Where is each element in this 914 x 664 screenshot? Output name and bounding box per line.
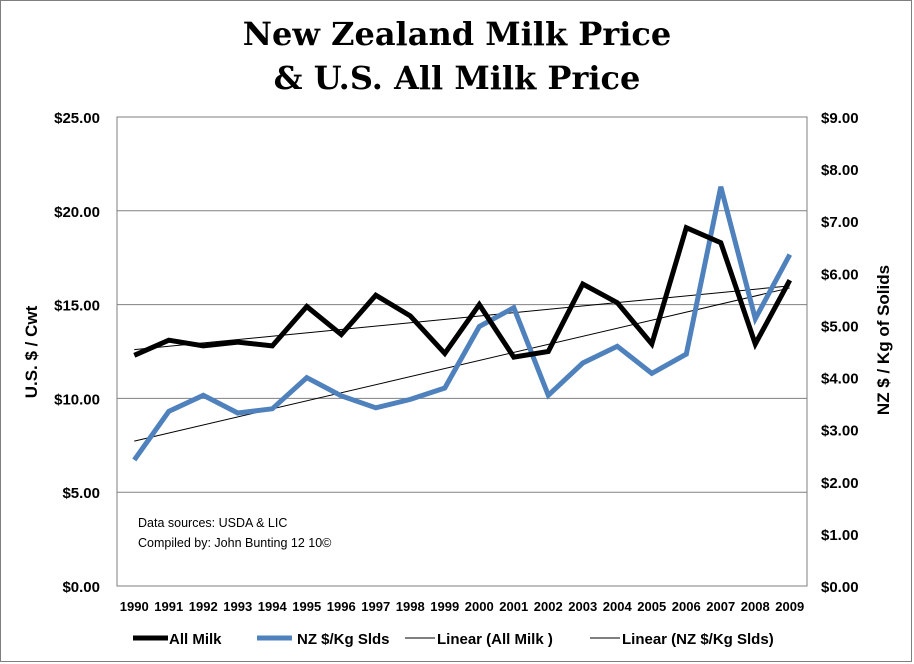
x-tick-label: 1991 (154, 599, 183, 614)
x-tick-label: 1997 (361, 599, 390, 614)
x-tick-label: 2006 (672, 599, 701, 614)
x-tick-label: 1993 (223, 599, 252, 614)
legend-label-linear-all-milk: Linear (All Milk ) (437, 631, 553, 648)
y-right-tick-label: $8.00 (821, 162, 859, 179)
x-tick-label: 2000 (465, 599, 494, 614)
y-axis-left-title: U.S. $ / Cwt (22, 305, 41, 398)
y-left-tick-label: $10.00 (54, 391, 100, 408)
x-tick-label: 2005 (637, 599, 666, 614)
x-tick-label: 1992 (189, 599, 218, 614)
y-right-tick-label: $9.00 (821, 110, 859, 127)
annotation-compiled-by: Compiled by: John Bunting 12 10© (138, 536, 332, 550)
legend-label-nz: NZ $/Kg Slds (297, 631, 390, 648)
y-left-tick-label: $25.00 (54, 110, 100, 127)
x-tick-label: 2009 (775, 599, 804, 614)
x-tick-label: 1995 (292, 599, 321, 614)
x-axis-ticks: 1990 1991 1992 1993 1994 1995 1996 1997 1998 1999… (120, 599, 804, 614)
x-tick-label: 2002 (534, 599, 563, 614)
y-right-tick-label: $0.00 (821, 579, 859, 596)
x-tick-label: 2008 (741, 599, 770, 614)
x-tick-label: 2001 (499, 599, 528, 614)
right-axis-ticks: $0.00 $1.00 $2.00 $3.00 $4.00 $5.00 $6.00 $7.00… (821, 110, 859, 596)
annotation-data-sources: Data sources: USDA & LIC (138, 516, 287, 530)
x-tick-label: 1999 (430, 599, 459, 614)
x-tick-label: 1990 (120, 599, 149, 614)
y-left-tick-label: $15.00 (54, 298, 100, 315)
trendlines (134, 285, 790, 442)
legend: All Milk NZ $/Kg Slds Linear (All Milk )… (133, 631, 774, 648)
plot-area-border (116, 116, 808, 587)
series-line-all-milk (133, 224, 792, 360)
trendline-all-milk (134, 285, 790, 351)
x-tick-label: 2003 (568, 599, 597, 614)
series-lines (132, 186, 793, 462)
chart-title: New Zealand Milk Price & U.S. All Milk P… (0, 12, 914, 100)
y-right-tick-label: $6.00 (821, 266, 859, 283)
y-right-tick-label: $7.00 (821, 214, 859, 231)
y-right-tick-label: $5.00 (821, 318, 859, 335)
series-line-nz (132, 186, 793, 462)
x-tick-label: 2007 (706, 599, 735, 614)
y-right-tick-label: $4.00 (821, 371, 859, 388)
y-right-tick-label: $2.00 (821, 475, 859, 492)
x-tick-label: 1998 (396, 599, 425, 614)
y-right-tick-label: $3.00 (821, 423, 859, 440)
legend-label-all-milk: All Milk (169, 631, 222, 648)
trendline-nz (134, 287, 790, 442)
x-tick-label: 2004 (603, 599, 633, 614)
left-axis-ticks: $0.00 $5.00 $10.00 $15.00 $20.00 $25.00 (54, 110, 100, 596)
y-left-tick-label: $5.00 (62, 485, 100, 502)
legend-label-linear-nz: Linear (NZ $/Kg Slds) (622, 631, 774, 648)
y-left-tick-label: $0.00 (62, 579, 100, 596)
y-axis-right-title: NZ $ / Kg of Solids (874, 265, 893, 415)
gridlines (117, 210, 807, 493)
chart-title-line-2: & U.S. All Milk Price (273, 59, 641, 97)
y-left-tick-label: $20.00 (54, 204, 100, 221)
x-tick-label: 1994 (258, 599, 288, 614)
chart-title-line-1: New Zealand Milk Price (242, 15, 672, 53)
y-right-tick-label: $1.00 (821, 527, 859, 544)
x-tick-label: 1996 (327, 599, 356, 614)
